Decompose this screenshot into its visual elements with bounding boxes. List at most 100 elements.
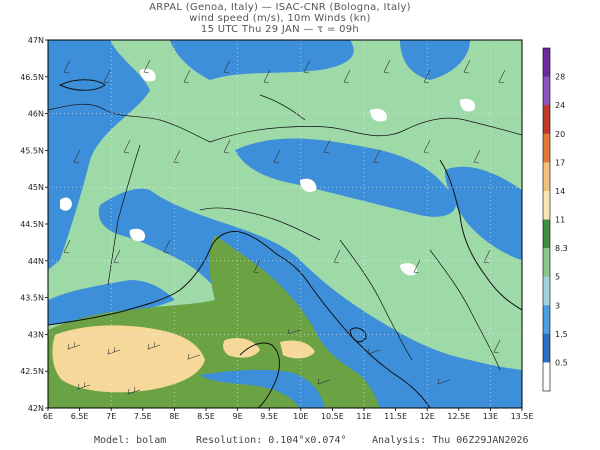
coastlines [48, 79, 522, 408]
colorbar-label: 0.5 [555, 358, 568, 367]
colorbar-segment [543, 48, 550, 78]
lon-tick-label: 13E [483, 412, 498, 421]
lon-tick-label: 12.5E [447, 412, 470, 421]
lon-tick-label: 8.5E [197, 412, 215, 421]
borders [48, 94, 522, 371]
wind-barb [143, 59, 151, 74]
colorbar-label: 14 [555, 187, 565, 196]
field-tan-west [52, 325, 205, 393]
field-blue-west [48, 40, 150, 270]
wind-barb [183, 69, 191, 84]
wind-barb [107, 346, 121, 355]
wind-barb [498, 69, 506, 84]
colorbar-label: 20 [555, 130, 565, 139]
lon-tick-label: 7.5E [134, 412, 152, 421]
calm-patch [400, 263, 417, 276]
colorbar-label: 11 [555, 216, 565, 225]
colorbar-segment [543, 76, 550, 106]
lat-tick-label: 45.5N [20, 146, 44, 155]
lon-tick-label: 11E [356, 412, 371, 421]
header-valid-time: 15 UTC Thu 29 JAN — τ = 09h [200, 24, 360, 35]
wind-barb [163, 239, 171, 254]
lat-tick-label: 44.5N [20, 220, 44, 229]
wind-barb [273, 149, 281, 164]
lon-tick-label: 10.5E [321, 412, 344, 421]
wind-barb [413, 259, 421, 274]
lake-border [259, 94, 306, 121]
wind-barb [367, 348, 381, 355]
field-blue-po [235, 138, 456, 217]
calm-patch [370, 108, 387, 122]
lon-tick-label: 6E [43, 412, 53, 421]
wind-barb [63, 239, 71, 254]
wind-barb [113, 249, 121, 264]
colorbar-label: 5 [555, 273, 560, 282]
adriatic-coast [439, 159, 522, 311]
wind-barb [63, 59, 71, 74]
wind-barb [77, 381, 91, 390]
field-tan-corsica-e [280, 340, 315, 359]
map-footer: Model: bolam Resolution: 0.104°x0.074° A… [0, 432, 600, 448]
colorbar-segment [543, 305, 550, 335]
wind-barbs [63, 59, 506, 395]
wind-barb [103, 69, 111, 84]
wind-barb [437, 378, 451, 385]
field-blue-ligurian-w [48, 280, 175, 325]
alpine-border [48, 103, 522, 143]
lat-tick-label: 46N [28, 110, 44, 119]
lat-tick-label: 45N [28, 183, 44, 192]
wind-barb [223, 139, 231, 154]
calm-patch [60, 197, 72, 211]
corsica-coast [239, 342, 280, 408]
colorbar-label: 17 [555, 158, 565, 167]
longitude-axis: 6E 6.5E 7E 7.5E 8E 8.5E 9E 9.5E 10E 10.5E 11E 11.5E… [43, 408, 534, 421]
colorbar: 28 24 20 17 14 11 8.3 5 3 1.5 0.5 [542, 47, 568, 392]
colorbar-label: 28 [555, 73, 565, 82]
wind-barb [343, 69, 351, 84]
colorbar-segment [543, 362, 550, 392]
apennine-border [199, 207, 321, 241]
wind-barb [253, 259, 261, 274]
map-field [48, 40, 522, 408]
colorbar-segment [543, 248, 550, 278]
wind-barb [123, 139, 131, 154]
lon-tick-label: 13.5E [511, 412, 534, 421]
colorbar-label: 1.5 [555, 330, 568, 339]
lake-geneva [58, 79, 106, 91]
colorbar-label: 24 [555, 101, 565, 110]
colorbar-label: 3 [555, 301, 560, 310]
wind-barb [463, 59, 471, 74]
lon-tick-label: 7E [106, 412, 116, 421]
lat-tick-label: 42N [28, 404, 44, 413]
footer-resolution: Resolution: 0.104°x0.074° [196, 435, 347, 446]
wind-barb [323, 139, 331, 154]
wind-barb [173, 149, 181, 164]
lat-tick-label: 43N [28, 330, 44, 339]
field-blue-ne [400, 40, 470, 80]
colorbar-segment [543, 162, 550, 192]
wind-barb [317, 378, 331, 385]
colorbar-frame [542, 47, 551, 392]
colorbar-segment [543, 133, 550, 163]
lat-tick-label: 44N [28, 257, 44, 266]
wind-barb [493, 339, 501, 354]
wind-barb [127, 386, 141, 395]
lon-tick-label: 12E [420, 412, 435, 421]
latitude-axis: 47N 46.5N 46N 45.5N 45N 44.5N 44N 43.5N 43N 42.5N… [20, 36, 48, 413]
lon-tick-label: 10E [293, 412, 308, 421]
colorbar-segment [543, 190, 550, 220]
wind-barb [303, 59, 311, 74]
header-institutions: ARPAL (Genoa, Italy) — ISAC-CNR (Bologna… [149, 2, 411, 13]
header-variable: wind speed (m/s), 10m Winds (kn) [189, 13, 371, 24]
wind-barb [333, 249, 341, 264]
lat-tick-label: 47N [28, 36, 44, 45]
footer-analysis: Analysis: Thu 06Z29JAN2026 [372, 435, 529, 446]
field-blue-south [420, 389, 485, 408]
tyrrhenian-coast [48, 231, 431, 408]
field-blue-tyrrhenian [98, 188, 522, 408]
calm-patch [129, 228, 146, 242]
colorbar-segment [543, 219, 550, 249]
field-blue-north [170, 40, 354, 80]
lon-tick-label: 8E [169, 412, 179, 421]
